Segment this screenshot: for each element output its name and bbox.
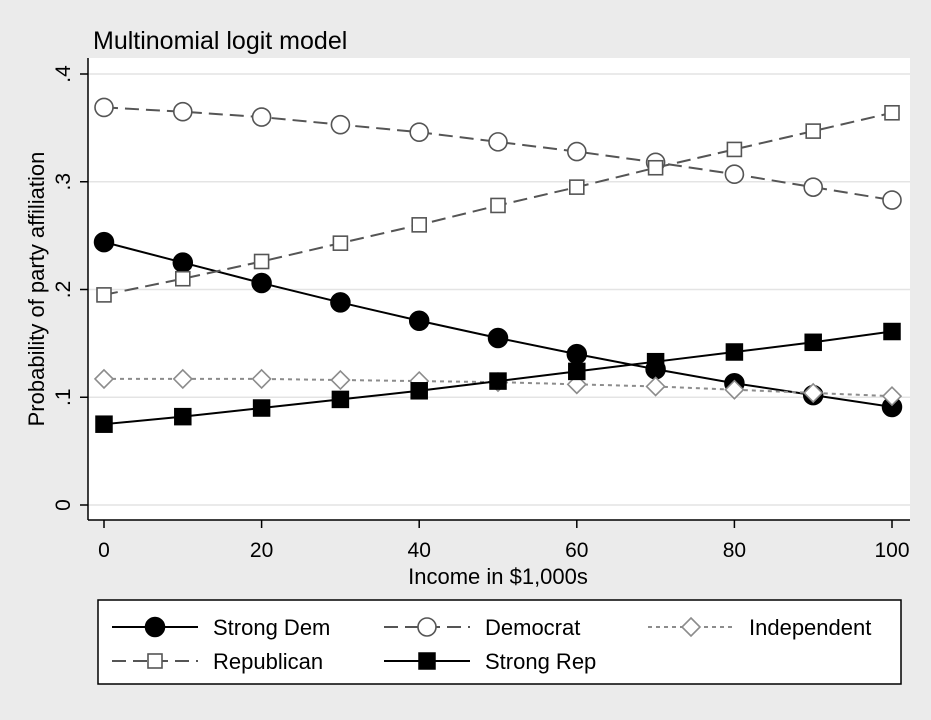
- data-point: [93, 231, 115, 253]
- data-point: [331, 390, 350, 409]
- axes: 0 .1 .2 .3 .4 0 20 40 60 80 100: [52, 58, 910, 562]
- series-strong-rep: [95, 322, 901, 433]
- series-strong-dem: [93, 231, 903, 418]
- data-point: [410, 382, 428, 400]
- data-point: [489, 372, 507, 390]
- data-point: [805, 123, 822, 139]
- data-point: [253, 253, 270, 270]
- data-point: [490, 197, 506, 214]
- series-group: [93, 97, 903, 433]
- legend-marker: [417, 617, 437, 637]
- data-point: [725, 343, 744, 361]
- data-point: [251, 272, 272, 294]
- y-axis-label: Probability of party affiliation: [24, 152, 49, 427]
- legend: Strong Dem Democrat Independent Republican S…: [112, 615, 871, 674]
- data-point: [726, 141, 743, 158]
- x-axis-label: Income in $1,000s: [408, 564, 588, 589]
- legend-label: Strong Rep: [485, 649, 596, 674]
- x-tick-label: 80: [723, 539, 746, 562]
- data-point: [94, 97, 114, 118]
- legend-item: Strong Dem: [112, 615, 330, 640]
- data-point: [409, 122, 430, 142]
- legend-label: Independent: [749, 615, 871, 640]
- data-point: [803, 177, 824, 197]
- x-tick-label: 20: [250, 539, 273, 562]
- data-point: [172, 368, 193, 390]
- data-point: [645, 376, 666, 397]
- legend-item: Independent: [648, 615, 871, 640]
- data-point: [566, 343, 588, 365]
- data-point: [566, 141, 587, 162]
- data-point: [884, 104, 900, 121]
- legend-marker: [144, 616, 166, 638]
- data-point: [647, 159, 664, 176]
- data-point: [568, 179, 585, 195]
- legend-label: Democrat: [485, 615, 580, 640]
- data-point: [411, 217, 428, 233]
- data-point: [487, 327, 509, 349]
- legend-label: Strong Dem: [213, 615, 330, 640]
- y-tick-label: .2: [52, 281, 75, 299]
- data-point: [332, 235, 349, 251]
- data-point: [175, 270, 191, 287]
- x-tick-label: 100: [874, 539, 909, 562]
- data-point: [646, 352, 665, 371]
- data-point: [96, 287, 112, 303]
- data-point: [330, 292, 351, 313]
- legend-item: Democrat: [384, 615, 580, 640]
- data-point: [173, 101, 193, 122]
- legend-marker: [147, 653, 163, 669]
- legend-box: [97, 599, 902, 685]
- data-point: [93, 368, 115, 390]
- grid-lines: [88, 73, 910, 506]
- data-point: [568, 362, 586, 381]
- series-democrat: [94, 97, 902, 210]
- series-line: [103, 106, 893, 202]
- data-point: [803, 382, 824, 404]
- x-tick-label: 60: [565, 539, 588, 562]
- y-tick-label: .4: [52, 65, 75, 83]
- data-point: [172, 252, 194, 273]
- data-point: [252, 399, 271, 417]
- y-tick-label: .3: [52, 173, 75, 191]
- chart-title: Multinomial logit model: [93, 27, 347, 55]
- legend-marker: [680, 616, 702, 638]
- data-point: [330, 369, 351, 391]
- legend-item: Republican: [112, 649, 323, 674]
- legend-label: Republican: [213, 649, 323, 674]
- x-tick-label: 0: [98, 539, 110, 562]
- data-point: [882, 190, 902, 210]
- data-point: [174, 407, 192, 426]
- data-point: [330, 114, 351, 135]
- data-point: [883, 322, 901, 341]
- data-point: [408, 310, 430, 331]
- data-point: [251, 368, 272, 390]
- data-point: [881, 386, 903, 407]
- data-point: [251, 107, 272, 127]
- legend-item: Strong Rep: [384, 649, 596, 674]
- data-point: [804, 333, 822, 352]
- data-point: [724, 164, 745, 185]
- legend-marker: [418, 652, 436, 670]
- data-point: [95, 415, 113, 433]
- x-tick-label: 40: [408, 539, 431, 562]
- data-point: [488, 132, 508, 152]
- y-tick-label: 0: [52, 499, 75, 511]
- series-republican: [96, 104, 900, 303]
- y-tick-label: .1: [52, 388, 75, 406]
- data-point: [724, 379, 745, 400]
